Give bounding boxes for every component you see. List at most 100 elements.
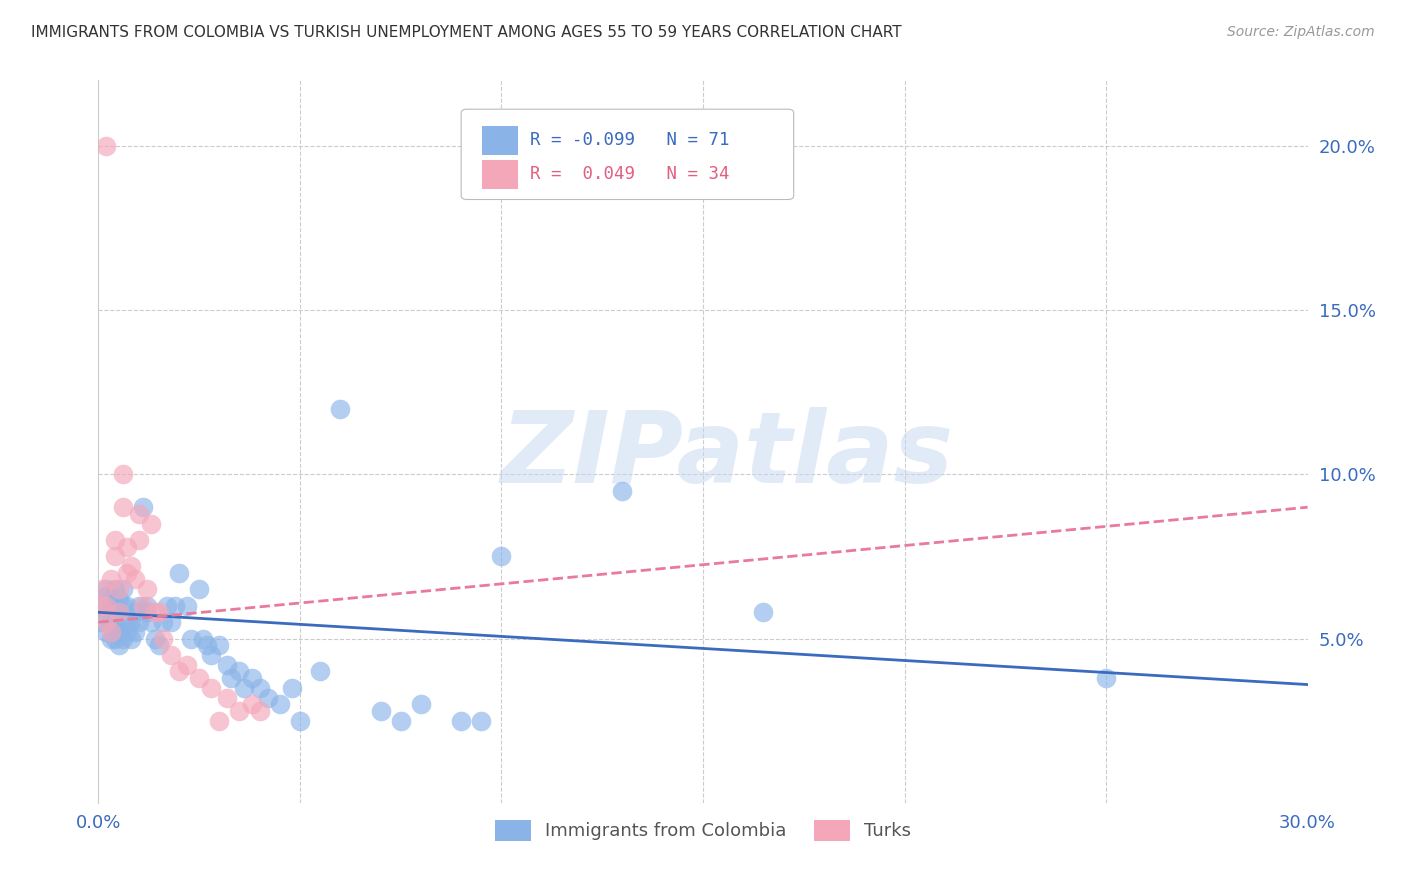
Point: [143, 605, 166, 619]
Point: [309, 665, 332, 679]
Point: [91, 582, 114, 597]
Point: [96, 625, 118, 640]
Point: [288, 714, 311, 728]
Point: [103, 549, 125, 564]
Point: [120, 559, 142, 574]
Point: [370, 704, 392, 718]
Point: [96, 599, 118, 613]
Point: [111, 632, 134, 646]
Point: [132, 500, 155, 515]
Point: [107, 638, 129, 652]
Text: R = -0.099   N = 71: R = -0.099 N = 71: [530, 131, 730, 149]
Point: [139, 516, 162, 531]
Point: [120, 615, 142, 630]
Point: [200, 648, 222, 662]
Point: [132, 599, 155, 613]
Point: [135, 599, 157, 613]
Point: [120, 632, 142, 646]
Point: [91, 599, 114, 613]
Point: [152, 615, 174, 630]
Point: [491, 549, 513, 564]
Point: [329, 401, 352, 416]
Text: Source: ZipAtlas.com: Source: ZipAtlas.com: [1227, 25, 1375, 39]
Text: IMMIGRANTS FROM COLOMBIA VS TURKISH UNEMPLOYMENT AMONG AGES 55 TO 59 YEARS CORRE: IMMIGRANTS FROM COLOMBIA VS TURKISH UNEM…: [31, 25, 901, 40]
Point: [470, 714, 492, 728]
Point: [208, 714, 231, 728]
Point: [111, 500, 134, 515]
Point: [232, 681, 254, 695]
Point: [176, 599, 198, 613]
Point: [156, 599, 179, 613]
Point: [115, 625, 138, 640]
Point: [281, 681, 304, 695]
Point: [217, 657, 239, 672]
Point: [100, 573, 122, 587]
Point: [103, 615, 125, 630]
Point: [100, 592, 122, 607]
Point: [188, 671, 211, 685]
Point: [188, 582, 211, 597]
Point: [107, 605, 129, 619]
Bar: [482, 160, 517, 189]
Point: [124, 625, 146, 640]
Point: [389, 714, 412, 728]
Point: [100, 599, 122, 613]
Point: [96, 615, 118, 630]
Point: [103, 599, 125, 613]
Point: [111, 615, 134, 630]
Point: [160, 648, 183, 662]
Point: [107, 625, 129, 640]
Point: [115, 540, 138, 554]
Point: [128, 615, 150, 630]
Point: [100, 632, 122, 646]
Legend: Immigrants from Colombia, Turks: Immigrants from Colombia, Turks: [488, 813, 918, 848]
Point: [163, 599, 186, 613]
Point: [143, 632, 166, 646]
Point: [167, 566, 190, 580]
Point: [128, 533, 150, 547]
Point: [96, 605, 118, 619]
Point: [107, 592, 129, 607]
Point: [111, 599, 134, 613]
Point: [124, 573, 146, 587]
Point: [612, 483, 634, 498]
Point: [148, 638, 170, 652]
Point: [103, 582, 125, 597]
Point: [221, 671, 243, 685]
Point: [249, 681, 271, 695]
Point: [124, 605, 146, 619]
Point: [107, 605, 129, 619]
Bar: [482, 126, 517, 154]
Point: [107, 582, 129, 597]
Point: [195, 638, 218, 652]
Point: [96, 582, 118, 597]
Point: [152, 632, 174, 646]
Point: [240, 698, 263, 712]
Point: [148, 605, 170, 619]
Point: [135, 582, 157, 597]
Point: [128, 599, 150, 613]
Point: [217, 690, 239, 705]
Point: [752, 605, 775, 619]
Point: [100, 615, 122, 630]
Point: [115, 566, 138, 580]
Point: [228, 704, 250, 718]
Point: [450, 714, 472, 728]
Point: [103, 533, 125, 547]
Point: [167, 665, 190, 679]
Point: [115, 615, 138, 630]
Point: [111, 582, 134, 597]
Point: [249, 704, 271, 718]
Text: R =  0.049   N = 34: R = 0.049 N = 34: [530, 165, 730, 183]
Text: ZIPatlas: ZIPatlas: [501, 408, 953, 505]
Point: [160, 615, 183, 630]
Point: [200, 681, 222, 695]
Point: [91, 615, 114, 630]
Point: [139, 615, 162, 630]
Point: [1095, 671, 1118, 685]
Point: [240, 671, 263, 685]
Point: [96, 589, 118, 603]
Point: [100, 605, 122, 619]
Point: [228, 665, 250, 679]
Point: [100, 625, 122, 640]
